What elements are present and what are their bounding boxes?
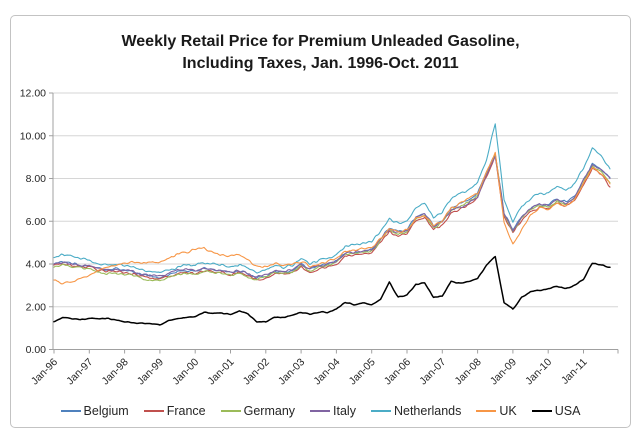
- y-tick-label: 8.00: [26, 173, 47, 185]
- series-line-italy: [53, 155, 611, 278]
- x-tick-label: Jan-98: [100, 356, 131, 387]
- series-line-netherlands: [53, 123, 611, 274]
- legend-item-belgium: Belgium: [60, 404, 129, 418]
- legend-label: UK: [499, 404, 517, 418]
- x-tick-label: Jan-97: [64, 356, 95, 387]
- y-tick-label: 10.00: [20, 130, 46, 142]
- x-tick-label: Jan-10: [523, 356, 554, 387]
- legend-line-swatch: [370, 410, 391, 412]
- legend-line-swatch: [476, 410, 497, 412]
- legend-item-usa: USA: [531, 404, 581, 418]
- legend-item-germany: Germany: [220, 404, 296, 418]
- x-tick-label: Jan-05: [347, 356, 378, 387]
- legend-label: France: [166, 404, 206, 418]
- chart-title-line1: Weekly Retail Price for Premium Unleaded…: [121, 33, 520, 50]
- x-tick-label: Jan-99: [135, 356, 166, 387]
- x-tick-label: Jan-04: [311, 356, 342, 387]
- y-tick-label: 2.00: [26, 301, 47, 313]
- legend-label: USA: [554, 404, 581, 418]
- x-tick-label: Jan-96: [29, 356, 60, 387]
- legend-item-netherlands: Netherlands: [370, 404, 462, 418]
- series-line-usa: [53, 255, 611, 326]
- legend-item-italy: Italy: [310, 404, 356, 418]
- x-tick-label: Jan-03: [276, 356, 307, 387]
- x-tick-label: Jan-07: [417, 356, 448, 387]
- legend-label: Netherlands: [393, 404, 462, 418]
- chart-title-line2: Including Taxes, Jan. 1996-Oct. 2011: [182, 55, 459, 72]
- series-line-belgium: [53, 153, 611, 279]
- legend-line-swatch: [143, 410, 164, 412]
- chart-figure: Weekly Retail Price for Premium Unleaded…: [10, 15, 631, 428]
- series-line-france: [53, 155, 611, 281]
- y-tick-label: 12.00: [20, 88, 46, 100]
- chart-title: Weekly Retail Price for Premium Unleaded…: [11, 31, 630, 75]
- x-tick-label: Jan-09: [488, 356, 519, 387]
- chart-legend: Belgium France Germany Italy Netherlands UK US…: [11, 404, 630, 418]
- x-tick-label: Jan-08: [453, 356, 484, 387]
- x-tick-label: Jan-11: [559, 356, 590, 387]
- x-tick-label: Jan-00: [170, 356, 201, 387]
- x-tick-label: Jan-06: [382, 356, 413, 387]
- x-tick-label: Jan-01: [205, 356, 236, 387]
- legend-label: Belgium: [83, 404, 129, 418]
- legend-line-swatch: [310, 410, 331, 412]
- legend-line-swatch: [220, 410, 241, 412]
- legend-item-uk: UK: [476, 404, 517, 418]
- y-tick-label: 6.00: [26, 216, 47, 228]
- legend-line-swatch: [531, 410, 552, 412]
- series-line-uk: [53, 151, 611, 285]
- y-tick-label: 0.00: [26, 344, 47, 356]
- legend-item-france: France: [143, 404, 206, 418]
- legend-label: Italy: [333, 404, 356, 418]
- legend-line-swatch: [60, 410, 81, 412]
- legend-label: Germany: [243, 404, 296, 418]
- y-tick-label: 4.00: [26, 259, 47, 271]
- series-line-germany: [53, 154, 611, 282]
- x-tick-label: Jan-02: [241, 356, 272, 387]
